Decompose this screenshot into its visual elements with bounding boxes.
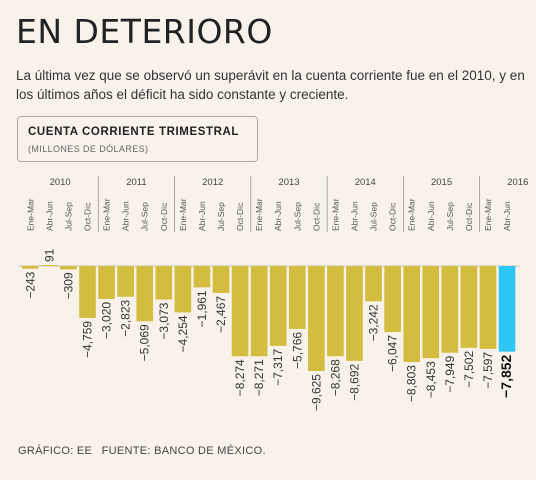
quarter-label: Abr-Jun (197, 201, 207, 231)
quarter-label: Jul-Sep (216, 202, 226, 231)
bar-highlight (498, 266, 516, 352)
quarter-label: Ene-Mar (483, 198, 493, 231)
bar (117, 266, 134, 297)
value-label: −7,597 (481, 352, 495, 389)
quarter-label: Abr-Jun (121, 201, 131, 231)
footer: GRÁFICO: EE FUENTE: BANCO DE MÉXICO. (18, 445, 266, 457)
year-label: 2013 (278, 177, 299, 188)
value-label: −2,467 (214, 296, 228, 333)
value-label: −1,961 (195, 290, 209, 327)
bar (346, 266, 363, 361)
value-label: −8,274 (233, 359, 247, 396)
value-label: −6,047 (386, 335, 400, 372)
quarter-label: Ene-Mar (25, 198, 35, 231)
quarter-label: Abr-Jun (426, 201, 436, 231)
quarter-label: Oct-Dic (83, 202, 93, 231)
quarter-label: Jul-Sep (369, 202, 379, 231)
bar (212, 266, 230, 293)
quarter-label: Abr-Jun (349, 201, 359, 231)
footer-source: FUENTE: BANCO DE MÉXICO. (101, 445, 266, 457)
bar (136, 266, 154, 322)
bar (422, 266, 440, 359)
quarter-label: Oct-Dic (311, 202, 321, 231)
bar (288, 266, 306, 329)
quarter-label: Oct-Dic (159, 202, 169, 231)
quarter-label: Ene-Mar (178, 198, 188, 231)
value-label: −8,271 (252, 359, 266, 396)
value-label: −8,268 (328, 359, 342, 396)
value-label: −3,020 (100, 302, 114, 339)
year-label: 2014 (355, 177, 376, 188)
bar (308, 266, 325, 371)
bar (60, 266, 77, 270)
value-label: −3,242 (367, 304, 381, 341)
bar (441, 266, 459, 353)
quarter-label: Jul-Sep (63, 202, 73, 231)
bar (231, 266, 249, 357)
year-label: 2010 (50, 177, 71, 188)
quarter-label: Jul-Sep (445, 202, 455, 231)
chart-unit: (MILLONES DE DÓLARES) (28, 144, 149, 154)
headline: EN DETERIORO (16, 12, 273, 51)
year-label: 2011 (126, 177, 146, 188)
quarter-label: Abr-Jun (44, 201, 54, 231)
bar (174, 266, 192, 313)
bar (155, 266, 173, 300)
quarter-label: Jul-Sep (140, 202, 150, 231)
bar (98, 266, 115, 299)
value-label: −243 (23, 271, 37, 298)
value-label: −8,692 (347, 364, 361, 401)
chart-title: CUENTA CORRIENTE TRIMESTRAL (28, 126, 240, 138)
bar (22, 266, 39, 269)
intro-text: La última vez que se observó un superávi… (16, 68, 525, 102)
bar-chart: 2010 2011 2012 2013 2014 2015 2016 Ene-Mar Abr-J… (18, 176, 528, 411)
value-label: −4,254 (176, 315, 190, 352)
quarter-label: Ene-Mar (254, 198, 264, 231)
year-label: 2012 (202, 177, 223, 188)
bar (460, 266, 478, 348)
value-label: −7,502 (462, 351, 476, 388)
value-label: −5,766 (290, 332, 304, 369)
quarter-label: Ene-Mar (330, 198, 340, 231)
quarter-label: Abr-Jun (502, 201, 512, 231)
value-label: −7,852 (498, 354, 514, 397)
bar (79, 266, 96, 318)
quarter-label: Oct-Dic (235, 202, 245, 231)
bar (384, 266, 401, 332)
value-label: −7,317 (271, 349, 285, 386)
value-label: −2,823 (119, 299, 133, 336)
value-label: −4,759 (81, 321, 95, 358)
year-label: 2016 (507, 177, 528, 188)
bar (327, 266, 344, 357)
value-label: −3,073 (157, 302, 171, 339)
quarter-label: Ene-Mar (102, 198, 112, 231)
bar (479, 266, 497, 349)
value-label: −5,069 (138, 324, 152, 361)
quarter-label: Jul-Sep (292, 202, 302, 231)
year-label: 2015 (431, 177, 452, 188)
value-label: 91 (42, 248, 56, 262)
quarter-label: Ene-Mar (407, 198, 417, 231)
chart-title-box: CUENTA CORRIENTE TRIMESTRAL (MILLONES DE… (17, 116, 258, 162)
bar (193, 266, 211, 288)
value-label: −7,949 (443, 355, 457, 392)
quarter-label: Oct-Dic (464, 202, 474, 231)
value-label: −9,625 (309, 374, 323, 411)
value-label: −8,803 (405, 365, 419, 402)
quarter-label: Abr-Jun (273, 201, 283, 231)
footer-credit: GRÁFICO: EE (18, 445, 93, 457)
bar (365, 266, 382, 302)
value-label: −8,453 (424, 361, 438, 398)
bar (41, 265, 58, 266)
value-label: −309 (61, 272, 75, 299)
bar (269, 266, 287, 346)
bar (250, 266, 268, 357)
quarter-label: Oct-Dic (388, 202, 398, 231)
bar (403, 266, 420, 363)
